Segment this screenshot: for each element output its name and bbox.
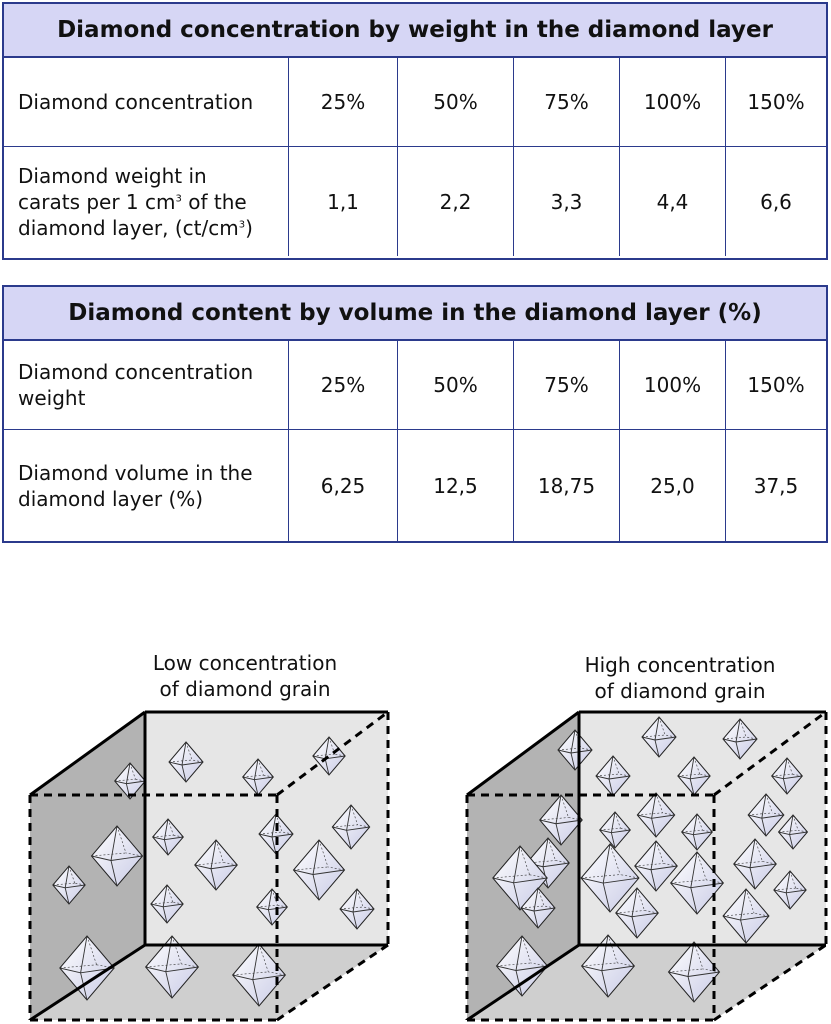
table-cell: 50% [398,341,514,429]
diamond-crystal [150,884,184,924]
label-line: weight [18,386,86,410]
low-concentration-title: Low concentration of diamond grain [130,650,360,702]
diamond-crystal [242,758,274,796]
diamond-crystal [152,818,184,856]
cube-floor-face [467,945,826,1020]
weight-table: Diamond concentration by weight in the d… [2,2,828,260]
row-label: Diamond weight in carats per 1 cm3 of th… [4,147,289,256]
table-cell: 12,5 [398,430,514,541]
diamond-crystals [52,736,375,1007]
diamond-crystal [168,741,204,783]
row-label: Diamond concentration [4,58,289,146]
table-cell: 25% [289,58,398,146]
high-concentration-title: High concentration of diamond grain [565,652,795,704]
diamond-crystal [339,888,375,930]
diamond-crystal [59,935,115,1001]
table-cell: 37,5 [753,473,799,498]
diamond-crystal [636,792,676,838]
high-concentration-cube [465,710,828,1022]
diamond-crystal [539,794,583,846]
cube-dashed-edges [465,710,828,1022]
diamond-crystal [595,755,631,797]
table-cell: 25% [289,341,398,429]
label-line: of the [181,189,247,214]
label-line: diamond layer (%) [18,486,204,511]
table-cell: 18,75 [514,430,620,541]
diamond-crystal [722,888,770,944]
diamond-crystal [747,793,785,837]
diamond-crystal [641,716,677,758]
table-cell: 75% [514,341,620,429]
diamond-crystal [773,870,807,910]
diamond-crystal [90,825,144,887]
table-cell: 50% [398,58,514,146]
diamond-crystal [722,718,758,760]
label-line: ) [245,215,253,240]
diamond-crystals [492,716,809,1003]
table-row: Diamond concentration 25% 50% 75% 100% 1… [4,58,826,146]
diamond-crystal [580,934,636,998]
diamond-crystal [331,804,371,850]
table-cell: 3,3 [514,147,620,256]
diamond-crystal [114,762,146,800]
diamond-crystal [256,888,288,926]
label-line: Diamond weight in [18,163,207,188]
volume-table: Diamond content by volume in the diamond… [2,285,828,543]
diamond-crystal [292,839,346,901]
table-row: Diamond concentration weight 25% 50% 75%… [4,341,826,429]
cube-solid-edges [466,710,826,1022]
diamond-crystal [520,887,556,929]
cube-left-face [30,712,145,1020]
table-cell: 100% [620,58,726,146]
superscript: 3 [238,218,246,230]
label-line: diamond layer, (ct/cm [18,215,239,240]
label-line: Diamond concentration [18,360,254,384]
diamond-crystal [599,811,631,849]
table-cell: 2,2 [398,147,514,256]
diamond-crystal [677,756,711,796]
table-row: Diamond weight in carats per 1 cm3 of th… [4,146,826,256]
table-cell: 75% [514,58,620,146]
cube-floor-face [30,945,388,1020]
row-label: Diamond volume in the diamond layer (%) [4,430,289,541]
title-line: Low concentration [152,651,338,675]
diamond-crystal [557,729,593,771]
diamond-crystal [580,843,640,913]
diamond-crystal [615,887,659,939]
diamond-crystal [777,814,809,850]
diamond-crystal [733,838,777,890]
title-line: of diamond grain [594,679,766,703]
label-line: Diamond volume in the [18,460,253,485]
cube-solid-edges [29,710,388,1022]
table-cell: 1,1 [289,147,398,256]
weight-table-title: Diamond concentration by weight in the d… [4,4,826,58]
diamond-crystal [52,865,86,905]
table-cell: 6,6 [760,189,792,214]
diamond-crystal [681,813,713,851]
table-cell: 150% [747,90,805,114]
table-cell: 150% [747,373,805,397]
table-row: Diamond volume in the diamond layer (%) … [4,429,826,541]
table-cell: 4,4 [620,147,726,256]
diamond-crystal [771,757,803,795]
low-concentration-cube [28,710,390,1022]
volume-table-title: Diamond content by volume in the diamond… [4,287,826,341]
table-cell: 100% [620,341,726,429]
label-line: carats per 1 cm [18,189,176,214]
title-line: of diamond grain [159,677,331,701]
diamond-crystal [495,935,549,997]
superscript: 3 [175,192,182,204]
diamond-crystal [634,840,678,892]
row-label: Diamond concentration weight [4,341,289,429]
cube-dashed-edges [28,710,390,1022]
title-line: High concentration [584,653,776,677]
table-cell: 25,0 [620,430,726,541]
diamond-crystal [194,839,238,891]
diamond-crystal [667,941,721,1003]
table-cell: 6,25 [289,430,398,541]
diamond-crystal [144,935,200,999]
